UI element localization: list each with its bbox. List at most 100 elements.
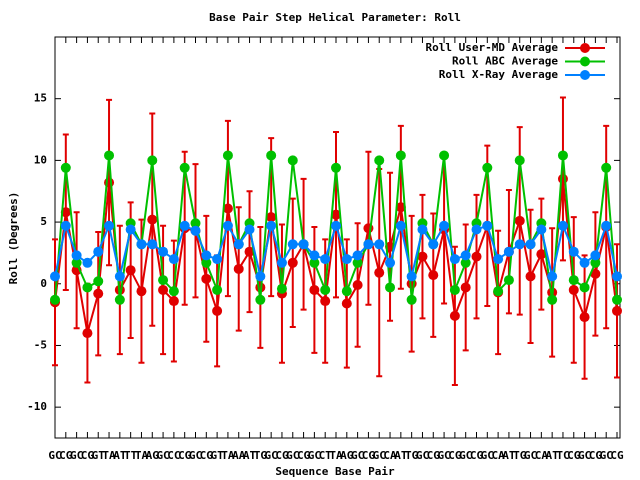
x-tick-label: CG — [297, 449, 311, 462]
data-point — [158, 246, 169, 257]
data-point — [331, 162, 341, 173]
x-tick-label: GC — [578, 449, 591, 462]
data-point — [341, 254, 352, 265]
data-point — [190, 218, 201, 229]
data-point — [439, 220, 450, 231]
data-point — [136, 239, 147, 250]
x-tick-label: CG — [275, 449, 289, 462]
data-point — [71, 250, 82, 261]
x-tick-label: TA — [102, 449, 116, 462]
y-tick-label: -5 — [34, 338, 47, 351]
data-point — [255, 271, 266, 282]
data-point — [449, 310, 460, 321]
data-point — [158, 275, 169, 286]
x-tick-label: CG — [567, 449, 581, 462]
data-point — [514, 239, 525, 250]
data-point — [525, 239, 536, 250]
data-point — [136, 286, 147, 297]
data-point — [525, 271, 536, 282]
data-point — [514, 215, 525, 226]
x-tick-label: CT — [319, 449, 333, 462]
data-point — [395, 220, 406, 231]
x-tick-label: CA — [491, 449, 505, 462]
legend-marker — [580, 70, 590, 80]
data-point — [147, 214, 158, 225]
x-tick-label: GC — [189, 449, 202, 462]
x-tick-label: CC — [167, 449, 180, 462]
data-point — [352, 280, 363, 291]
x-tick-label: TA — [221, 449, 235, 462]
y-tick-label: 15 — [34, 92, 47, 105]
data-point — [601, 220, 612, 231]
data-point — [222, 203, 233, 214]
data-point — [320, 296, 331, 307]
data-point — [266, 150, 277, 161]
x-tick-label: CG — [81, 449, 95, 462]
data-point — [590, 250, 601, 261]
x-tick-label: GC — [156, 449, 169, 462]
x-tick-label: AT — [243, 449, 257, 462]
x-tick-label: CG — [59, 449, 73, 462]
data-point — [93, 246, 104, 257]
x-tick-label: GC — [265, 449, 278, 462]
x-tick-label: CG — [362, 449, 376, 462]
x-tick-label: CG — [200, 449, 214, 462]
data-point — [482, 220, 493, 231]
data-point — [93, 288, 104, 299]
legend-marker — [580, 43, 590, 53]
data-point — [568, 275, 579, 286]
data-point — [168, 286, 179, 297]
data-point — [168, 254, 179, 265]
legend-label: Roll User-MD Average — [426, 41, 559, 54]
data-point — [179, 220, 190, 231]
data-point — [612, 305, 622, 316]
x-tick-label: CG — [470, 449, 484, 462]
data-point — [331, 209, 341, 220]
data-point — [514, 155, 525, 166]
data-point — [557, 173, 568, 184]
data-point — [60, 162, 71, 173]
data-point — [460, 250, 471, 261]
x-tick-label: CG — [589, 449, 603, 462]
data-point — [612, 271, 622, 282]
x-tick-label: CG — [178, 449, 192, 462]
x-tick-label: AT — [113, 449, 127, 462]
y-tick-label: 5 — [40, 215, 47, 228]
data-point — [568, 284, 579, 295]
data-point — [212, 305, 223, 316]
x-tick-label: GC — [70, 449, 83, 462]
data-point — [503, 275, 514, 286]
data-point — [385, 257, 396, 268]
x-tick-label: CA — [383, 449, 397, 462]
data-point — [341, 286, 352, 297]
y-tick-label: -10 — [27, 400, 47, 413]
data-point — [287, 239, 298, 250]
data-point — [309, 257, 320, 268]
data-point — [168, 296, 179, 307]
data-point — [363, 239, 374, 250]
data-point — [266, 220, 277, 231]
data-point — [406, 271, 417, 282]
data-point — [471, 251, 482, 262]
data-point — [82, 282, 93, 293]
x-tick-label: GC — [481, 449, 494, 462]
data-point — [568, 246, 579, 257]
data-point — [82, 257, 93, 268]
data-point — [233, 263, 244, 274]
data-point — [374, 239, 385, 250]
x-tick-label: GC — [48, 449, 61, 462]
data-point — [385, 282, 396, 293]
data-point — [547, 271, 558, 282]
data-point — [493, 286, 504, 297]
data-point — [341, 298, 352, 309]
data-point — [287, 257, 298, 268]
legend-marker — [580, 56, 590, 67]
data-point — [212, 254, 223, 265]
x-tick-label: GC — [373, 449, 386, 462]
x-tick-label: TT — [124, 449, 138, 462]
data-point — [374, 155, 385, 166]
data-point — [60, 220, 71, 231]
data-point — [222, 220, 233, 231]
data-point — [201, 257, 212, 268]
data-point — [428, 270, 439, 281]
